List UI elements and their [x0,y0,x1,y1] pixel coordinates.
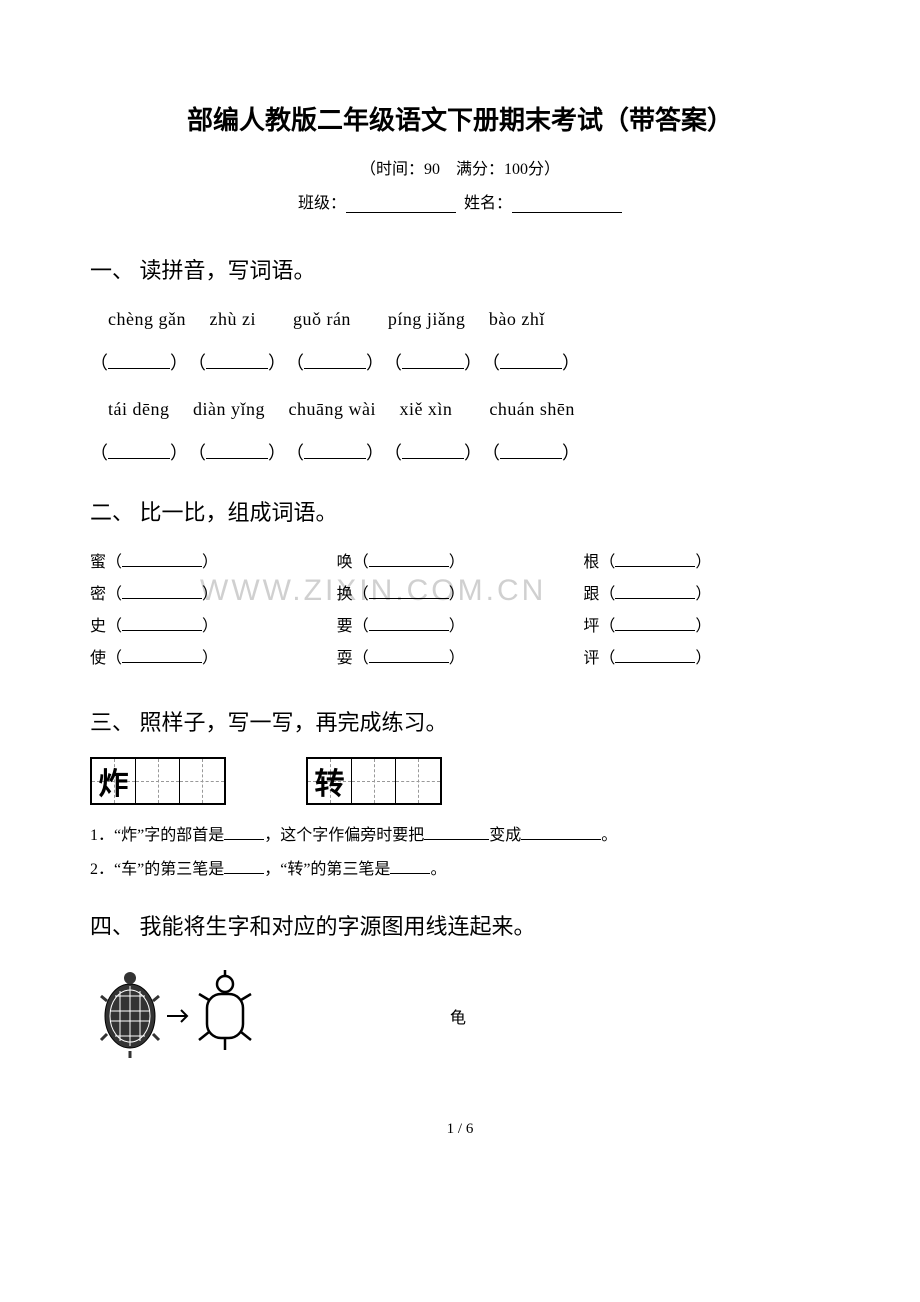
compare-char: 评 [583,650,599,667]
pinyin-row-1: chèng gǎn zhù zi guǒ rán píng jiǎng bào … [90,305,830,331]
answer-blank[interactable] [206,445,268,459]
answer-blank[interactable] [108,445,170,459]
tianzige-cell: 转 [308,759,352,803]
compare-blank[interactable] [122,585,202,599]
tianzige-group-2: 转 [306,757,442,805]
q-blank[interactable] [424,826,489,840]
q-blank[interactable] [390,860,430,874]
compare-table: 蜜（） 唤（） 根（） WWW.ZIXIN.COM.CN 密（） 换（） 跟（）… [90,547,830,675]
q2-text-3: 。 [430,861,446,878]
compare-char: 跟 [583,586,599,603]
section-2-heading: 二、 比一比，组成词语。 [90,495,830,527]
q2-text-1: 2．“车”的第三笔是 [90,861,224,878]
answer-blank[interactable] [500,355,562,369]
tianzige-cell[interactable] [396,759,440,803]
tianzige-group-1: 炸 [90,757,226,805]
answer-row-1: （） （） （） （） （） [90,349,830,375]
table-row: 史（） 要（） 坪（） [90,611,830,643]
compare-char: 根 [583,554,599,571]
answer-blank[interactable] [304,355,366,369]
table-row: WWW.ZIXIN.COM.CN 密（） 换（） 跟（） [90,579,830,611]
section-4-heading: 四、 我能将生字和对应的字源图用线连起来。 [90,909,830,941]
tianzige-row: 炸 转 [90,757,830,805]
compare-blank[interactable] [369,617,449,631]
tianzige-cell[interactable] [352,759,396,803]
question-3-2: 2．“车”的第三笔是 ，“转”的第三笔是 。 [90,855,830,879]
answer-blank[interactable] [108,355,170,369]
q1-text-3: 变成 [489,827,521,844]
compare-blank[interactable] [369,553,449,567]
answer-blank[interactable] [500,445,562,459]
answer-blank[interactable] [304,445,366,459]
tianzige-cell: 炸 [92,759,136,803]
tianzige-cell[interactable] [180,759,224,803]
compare-char: 史 [90,618,106,635]
q1-text-1: 1．“炸”字的部首是 [90,827,224,844]
compare-char: 要 [337,618,353,635]
pinyin-row-2: tái dēng diàn yǐng chuāng wài xiě xìn ch… [90,395,830,421]
tianzige-cell[interactable] [136,759,180,803]
turtle-image [90,961,270,1071]
q-blank[interactable] [224,860,264,874]
example-char-1: 炸 [99,759,129,803]
compare-blank[interactable] [122,617,202,631]
q-blank[interactable] [224,826,264,840]
section-1-heading: 一、 读拼音，写词语。 [90,253,830,285]
compare-blank[interactable] [615,649,695,663]
q-blank[interactable] [521,826,601,840]
compare-char: 耍 [337,650,353,667]
compare-blank[interactable] [122,553,202,567]
q2-text-2: ，“转”的第三笔是 [264,861,390,878]
compare-char: 唤 [337,554,353,571]
q1-text-4: 。 [601,827,617,844]
turtle-pictograph-icon [95,966,265,1066]
exam-timing: （时间：90 满分：100分） [90,155,830,179]
answer-blank[interactable] [402,355,464,369]
compare-blank[interactable] [369,585,449,599]
answer-blank[interactable] [402,445,464,459]
compare-blank[interactable] [615,617,695,631]
compare-char: 换 [337,586,353,603]
q1-text-2: ，这个字作偏旁时要把 [264,827,424,844]
compare-blank[interactable] [122,649,202,663]
table-row: 使（） 耍（） 评（） [90,643,830,675]
answer-blank[interactable] [206,355,268,369]
name-input-blank[interactable] [512,195,622,213]
compare-char: 密 [90,586,106,603]
document-title: 部编人教版二年级语文下册期末考试（带答案） [90,100,830,137]
compare-blank[interactable] [615,585,695,599]
match-character: 龟 [450,1004,466,1028]
page-number: 1 / 6 [90,1121,830,1138]
table-row: 蜜（） 唤（） 根（） [90,547,830,579]
match-row: 龟 [90,961,830,1071]
compare-blank[interactable] [615,553,695,567]
compare-blank[interactable] [369,649,449,663]
question-3-1: 1．“炸”字的部首是 ，这个字作偏旁时要把 变成 。 [90,821,830,845]
name-label: 姓名： [464,195,512,212]
answer-row-2: （） （） （） （） （） [90,439,830,465]
class-input-blank[interactable] [346,195,456,213]
class-label: 班级： [298,195,346,212]
section-3-heading: 三、 照样子，写一写，再完成练习。 [90,705,830,737]
compare-char: 使 [90,650,106,667]
compare-char: 蜜 [90,554,106,571]
example-char-2: 转 [315,759,345,803]
student-info-line: 班级： 姓名： [90,189,830,213]
compare-char: 坪 [583,618,599,635]
